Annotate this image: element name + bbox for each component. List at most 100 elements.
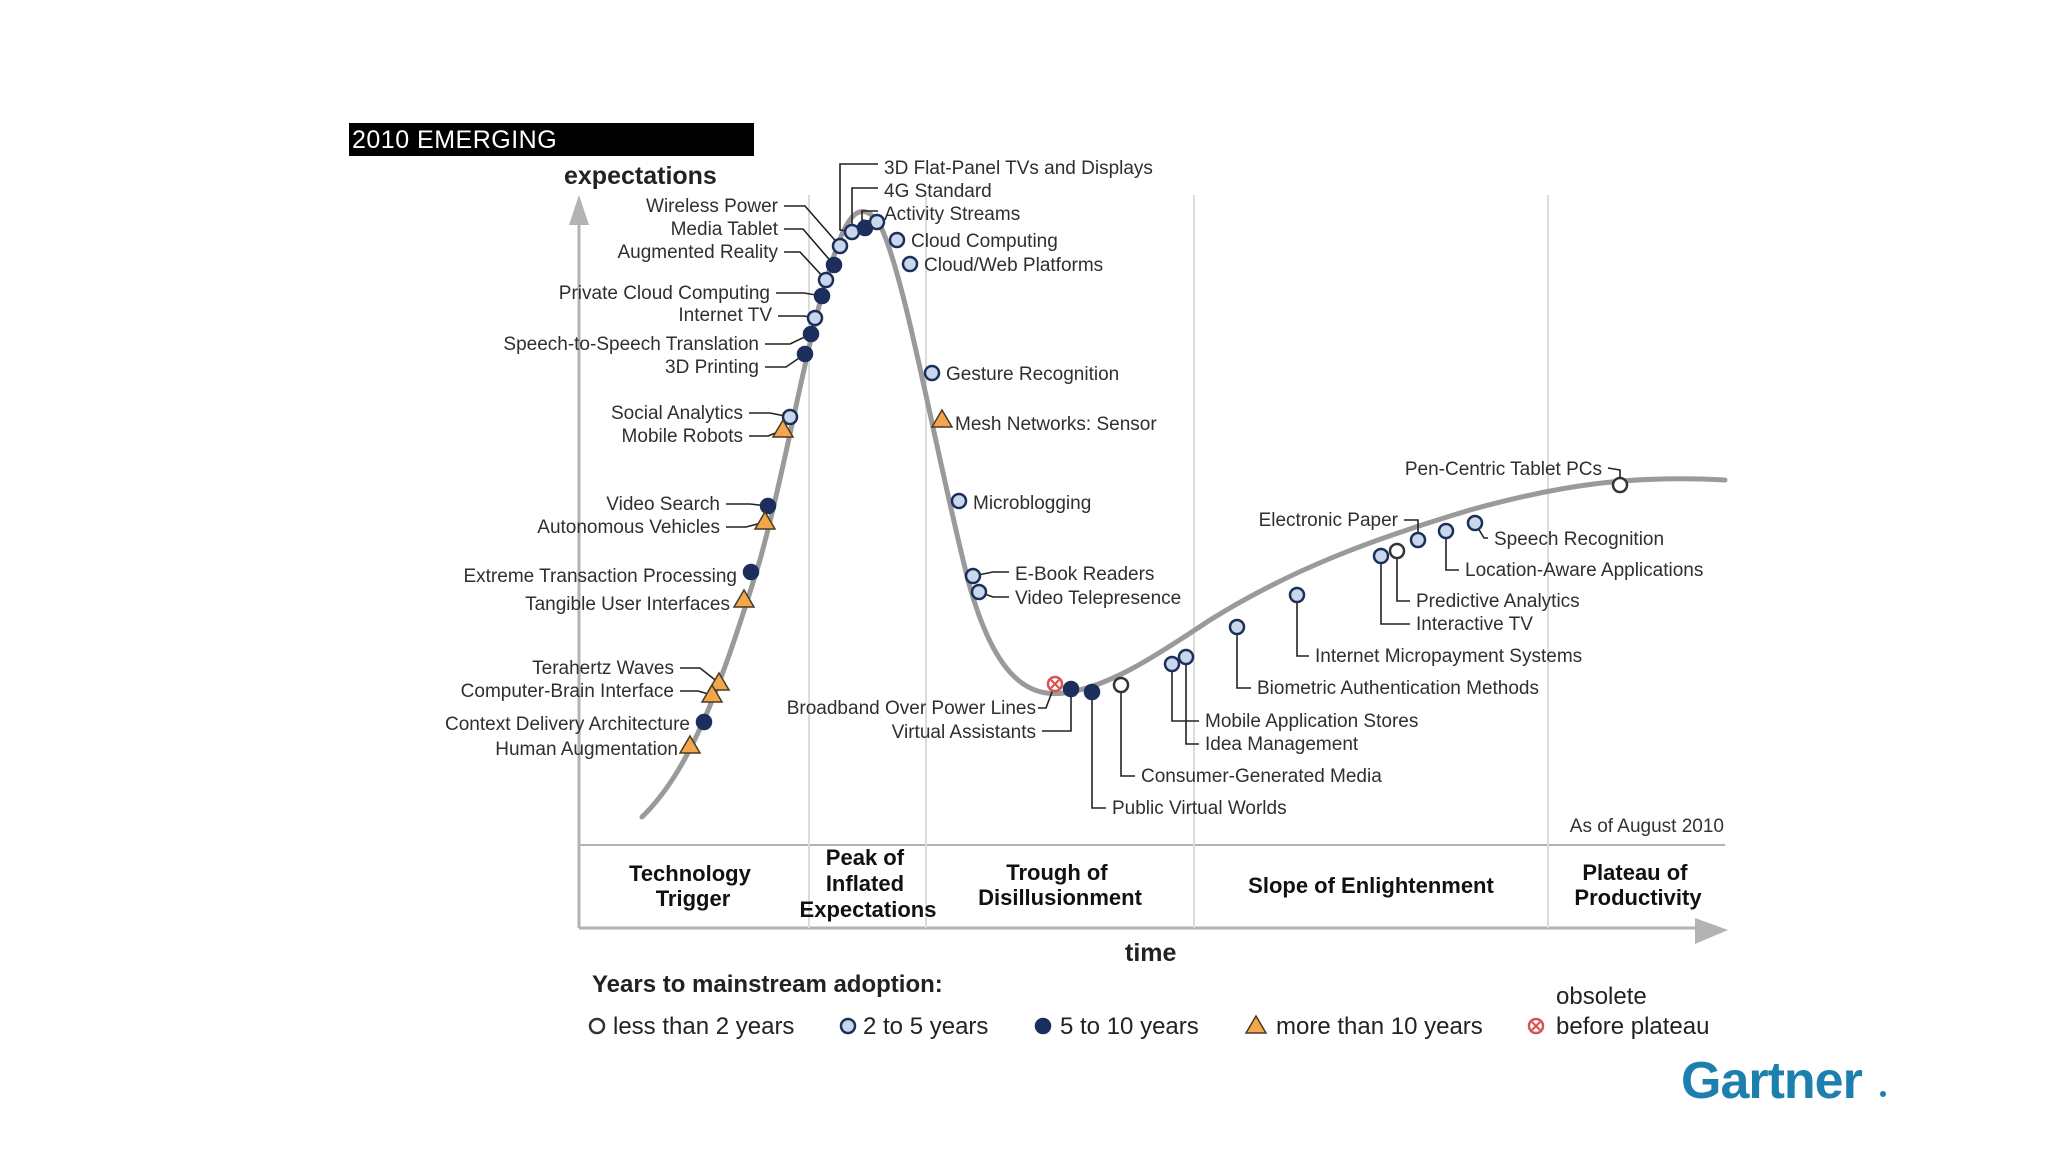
label-cloud-web-platforms: Cloud/Web Platforms [924,255,1103,276]
leader-idea-management [1185,657,1199,745]
marker-location-aware-applications [1437,522,1455,540]
legend-label-obsolete-top: obsolete [1556,983,1647,1010]
marker-private-cloud-computing [813,287,831,305]
marker-video-search [759,497,777,515]
as-of-date: As of August 2010 [1570,816,1724,837]
phase-dividers [808,195,1549,928]
label-biometric-authentication-methods: Biometric Authentication Methods [1257,678,1539,699]
marker-interactive-tv [1372,547,1390,565]
leader-consumer-generated-media [1120,685,1135,777]
marker-mesh-networks-sensor [930,408,954,428]
label-media-tablet: Media Tablet [671,219,779,240]
label-mobile-robots: Mobile Robots [622,426,743,447]
marker-mobile-robots [771,418,795,438]
label-speech-recognition: Speech Recognition [1494,529,1664,550]
label-video-telepresence: Video Telepresence [1015,588,1181,609]
leader-broadband-over-power-lines [1038,683,1056,709]
y-axis-arrowhead [569,195,589,225]
leader-interactive-tv [1380,556,1410,625]
marker-3d-printing [796,345,814,363]
label-mesh-networks-sensor: Mesh Networks: Sensor [955,414,1157,435]
legend-marker-obsolete [1527,1017,1545,1035]
legend-marker-2to5 [839,1017,857,1035]
marker-activity-streams [868,213,886,231]
hype-curve [639,209,1728,820]
axes: expectations time [564,162,1728,967]
gartner-logo-dot [1880,1091,1886,1097]
legend-heading: Years to mainstream adoption: [592,971,943,998]
leader-virtual-assistants [1042,689,1072,732]
phase-technology-trigger: Technology Trigger [629,861,757,911]
diagram-title: 2010 EMERGING [352,126,557,154]
marker-gesture-recognition [923,364,941,382]
label-cloud-computing: Cloud Computing [911,231,1058,252]
label-public-virtual-worlds: Public Virtual Worlds [1112,798,1287,819]
leader-predictive-analytics [1396,551,1410,602]
label-terahertz-waves: Terahertz Waves [532,658,674,679]
label-pen-centric-tablet-pcs: Pen-Centric Tablet PCs [1405,459,1602,480]
marker-virtual-assistants [1062,680,1080,698]
leader-location-aware-applications [1445,531,1459,571]
title-bar [349,123,754,156]
label-activity-streams: Activity Streams [884,204,1020,225]
marker-video-telepresence [970,583,988,601]
marker-predictive-analytics [1388,542,1406,560]
x-axis-arrowhead [1695,918,1728,944]
label-mobile-application-stores: Mobile Application Stores [1205,711,1418,732]
y-axis-label: expectations [564,162,717,190]
marker-pen-centric-tablet-pcs [1611,476,1629,494]
legend-label-lt2: less than 2 years [613,1013,794,1040]
phase-plateau: Plateau of Productivity [1574,860,1702,910]
marker-internet-tv [806,309,824,327]
label-broadband-over-power-lines: Broadband Over Power Lines [787,698,1036,719]
legend-label-2to5: 2 to 5 years [863,1013,988,1040]
legend-marker-lt2 [588,1017,606,1035]
leader-wireless-power [784,205,841,247]
label-idea-management: Idea Management [1205,734,1359,755]
marker-media-tablet [825,256,843,274]
marker-biometric-authentication-methods [1228,618,1246,636]
label-3d-flat-panel-tvs-and-displays: 3D Flat-Panel TVs and Displays [884,158,1153,179]
marker-tangible-user-interfaces [732,588,756,608]
label-electronic-paper: Electronic Paper [1259,510,1399,531]
marker-public-virtual-worlds [1083,683,1101,701]
label-speech-to-speech-translation: Speech-to-Speech Translation [503,334,759,355]
marker-autonomous-vehicles [753,510,777,530]
phase-trough: Trough of Disillusionment [978,860,1142,910]
legend-items: less than 2 years 2 to 5 years 5 to 10 yea… [588,1013,1709,1040]
marker-computer-brain-interface [700,683,724,703]
label-4g-standard: 4G Standard [884,181,992,202]
marker-human-augmentation [678,734,702,754]
x-axis-label: time [1125,939,1177,967]
technology-markers [678,213,1629,754]
label-extreme-transaction-processing: Extreme Transaction Processing [463,566,737,587]
marker-broadband-over-power-lines [1046,675,1064,693]
marker-social-analytics [781,408,799,426]
marker-augmented-reality [817,271,835,289]
gartner-logo: Gartner [1681,1052,1863,1110]
label-augmented-reality: Augmented Reality [617,242,778,263]
legend-label-5to10: 5 to 10 years [1060,1013,1199,1040]
label-internet-micropayment-systems: Internet Micropayment Systems [1315,646,1582,667]
marker-mobile-application-stores [1163,655,1181,673]
label-3d-printing: 3D Printing [665,357,759,378]
label-human-augmentation: Human Augmentation [495,739,678,760]
marker-microblogging [950,492,968,510]
marker-idea-management [1177,648,1195,666]
marker-speech-to-speech-translation [802,325,820,343]
phase-slope: Slope of Enlightenment [1248,873,1494,898]
legend-label-gt10: more than 10 years [1276,1013,1483,1040]
leader-media-tablet [784,228,835,266]
label-video-search: Video Search [606,494,720,515]
label-predictive-analytics: Predictive Analytics [1416,591,1580,612]
label-gesture-recognition: Gesture Recognition [946,364,1119,385]
label-autonomous-vehicles: Autonomous Vehicles [537,517,720,538]
label-social-analytics: Social Analytics [611,403,743,424]
label-consumer-generated-media: Consumer-Generated Media [1141,766,1382,787]
marker-consumer-generated-media [1112,676,1130,694]
marker-cloud-computing [888,231,906,249]
leader-lines [680,163,1621,809]
label-location-aware-applications: Location-Aware Applications [1465,560,1703,581]
